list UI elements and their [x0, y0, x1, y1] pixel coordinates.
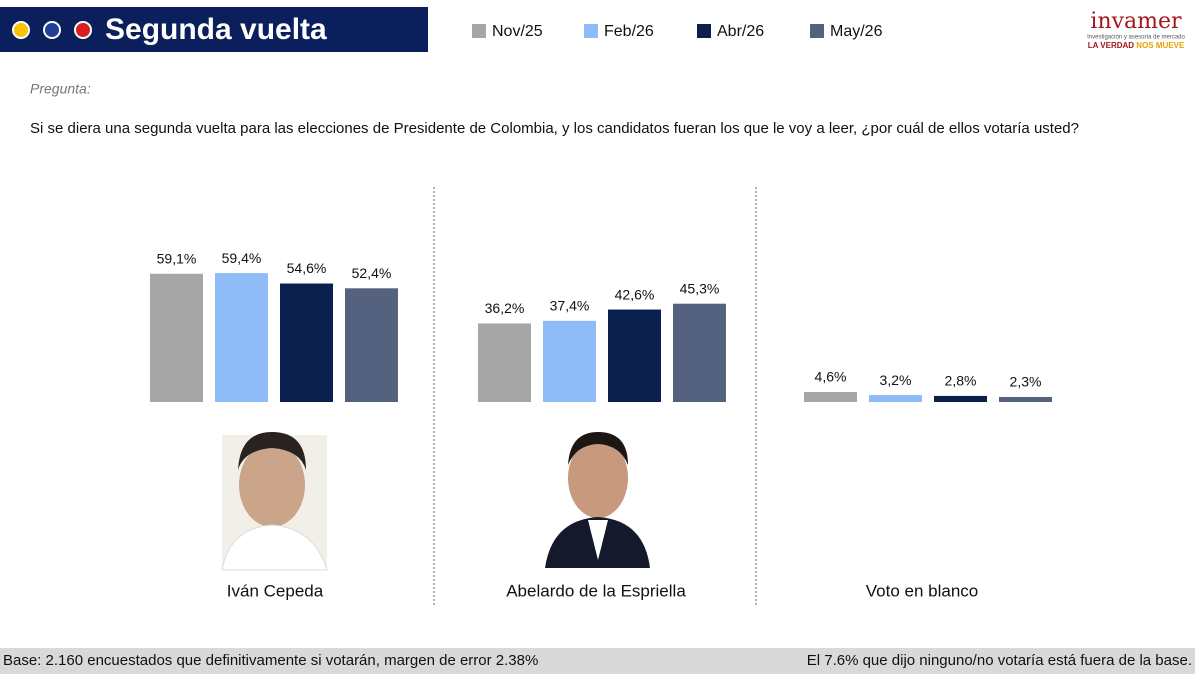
- value-label: 2,8%: [945, 373, 977, 389]
- bar: [673, 303, 726, 402]
- brand-motto: LA VERDAD NOS MUEVE: [1088, 41, 1185, 50]
- footnote-right: El 7.6% que dijo ninguno/no votaría está…: [807, 652, 1192, 669]
- legend-label: Abr/26: [717, 23, 764, 40]
- motto-a: LA VERDAD: [1088, 41, 1135, 50]
- legend-swatch: [584, 24, 598, 38]
- footnote-left: Base: 2.160 encuestados que definitivame…: [3, 652, 538, 669]
- value-label: 52,4%: [352, 265, 392, 281]
- dot: [43, 21, 61, 39]
- photo: [545, 432, 650, 568]
- value-label: 3,2%: [880, 372, 912, 388]
- brand-tagline: Investigación y asesoría de mercado: [1087, 35, 1185, 41]
- legend-swatch: [472, 24, 486, 38]
- value-label: 37,4%: [550, 298, 590, 314]
- value-label: 59,1%: [157, 250, 197, 266]
- chart-title: Segunda vuelta: [105, 13, 327, 46]
- bar: [804, 392, 857, 402]
- title-bar: [0, 7, 428, 52]
- legend-label: Nov/25: [492, 23, 543, 40]
- legend-label: May/26: [830, 23, 883, 40]
- footer-band: [0, 648, 1195, 674]
- bar: [934, 395, 987, 402]
- value-label: 36,2%: [485, 300, 525, 316]
- bar: [999, 397, 1052, 402]
- legend-swatch: [810, 24, 824, 38]
- motto-b: NOS MUEVE: [1136, 41, 1185, 50]
- brand-name: invamer: [1090, 9, 1182, 34]
- legend-swatch: [697, 24, 711, 38]
- bar: [150, 273, 203, 402]
- question-label: Pregunta:: [30, 81, 91, 97]
- value-label: 2,3%: [1010, 374, 1042, 390]
- bar: [869, 395, 922, 402]
- value-label: 42,6%: [615, 286, 655, 302]
- category-label: Voto en blanco: [866, 581, 978, 600]
- question: Si se diera una segunda vuelta para las …: [30, 120, 1079, 137]
- bar: [280, 283, 333, 402]
- bar: [608, 309, 661, 402]
- bar: [478, 323, 531, 402]
- value-label: 54,6%: [287, 260, 327, 276]
- bar: [345, 288, 398, 402]
- value-label: 4,6%: [815, 369, 847, 385]
- value-label: 59,4%: [222, 250, 262, 266]
- bar: [215, 273, 268, 402]
- category-label: Abelardo de la Espriella: [506, 581, 686, 600]
- bar: [543, 320, 596, 402]
- dot: [74, 21, 92, 39]
- dot: [12, 21, 30, 39]
- value-label: 45,3%: [680, 280, 720, 296]
- photo: [221, 432, 328, 571]
- legend-label: Feb/26: [604, 23, 654, 40]
- category-label: Iván Cepeda: [227, 581, 324, 600]
